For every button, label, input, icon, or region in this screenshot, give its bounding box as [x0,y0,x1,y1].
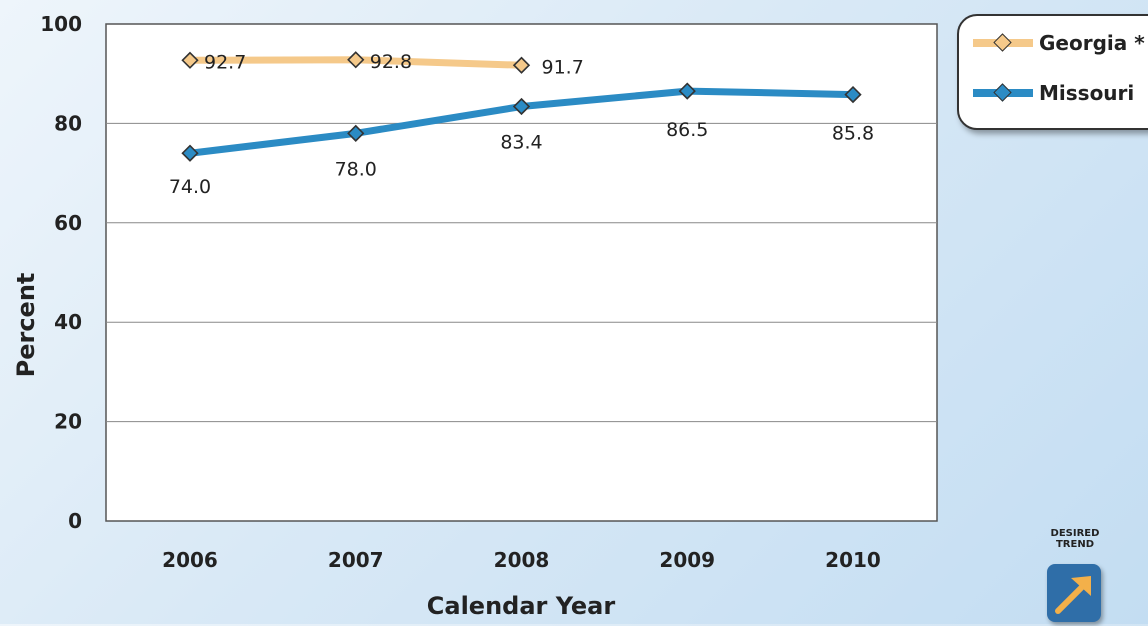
data-point [347,51,365,69]
legend-item-georgia: Georgia * [973,28,1145,58]
data-label: 86.5 [666,119,708,141]
y-axis-ticks: 0 20 40 60 80 100 [40,12,82,533]
y-tick-label: 80 [54,111,82,135]
legend-swatch-missouri [973,78,1033,108]
data-label: 78.0 [335,158,377,180]
data-label: 91.7 [542,56,584,78]
legend: Georgia * Missouri [957,14,1148,130]
diamond-marker-icon [993,83,1012,102]
data-point [512,56,531,74]
series-missouri: 74.0 78.0 83.4 86.5 85.8 [169,82,874,198]
legend-label-georgia: Georgia * [1039,31,1145,55]
gridlines [106,122,937,423]
data-point [181,144,199,162]
trend-box [1047,564,1101,622]
series-group: 92.7 92.8 91.7 74.0 78.0 83.4 86.5 85.8 [169,51,874,198]
x-tick-label: 2008 [494,548,550,572]
data-label: 92.7 [204,51,246,73]
up-right-arrow-icon [1055,576,1091,614]
series-georgia: 92.7 92.8 91.7 [181,51,584,78]
x-tick-label: 2007 [328,548,384,572]
desired-trend-label: DESIRED TREND [1040,528,1110,550]
desired-trend-line1: DESIRED [1050,528,1100,539]
y-axis-title: Percent [12,273,40,378]
x-tick-label: 2009 [659,548,715,572]
y-tick-label: 100 [40,12,82,36]
data-point [512,97,531,116]
legend-item-missouri: Missouri [973,78,1134,108]
y-tick-label: 0 [68,509,82,533]
legend-label-missouri: Missouri [1039,81,1135,105]
desired-trend-line2: TREND [1055,539,1095,550]
data-point [844,85,862,104]
data-point [181,51,199,69]
legend-swatch-georgia [973,28,1033,58]
diamond-marker-icon [993,33,1012,52]
x-tick-label: 2010 [825,548,881,572]
x-tick-label: 2006 [162,548,218,572]
y-tick-label: 60 [54,211,82,235]
x-axis-title: Calendar Year [427,592,616,620]
data-label: 85.8 [832,123,874,145]
data-label: 83.4 [500,132,542,154]
data-label: 74.0 [169,176,211,198]
data-label: 92.8 [370,51,412,73]
y-tick-label: 40 [54,310,82,334]
desired-trend-badge: DESIRED TREND [1040,528,1110,624]
data-point [678,82,696,100]
data-point [347,124,365,142]
y-tick-label: 20 [54,410,82,434]
x-axis-ticks: 2006 2007 2008 2009 2010 [162,548,881,572]
